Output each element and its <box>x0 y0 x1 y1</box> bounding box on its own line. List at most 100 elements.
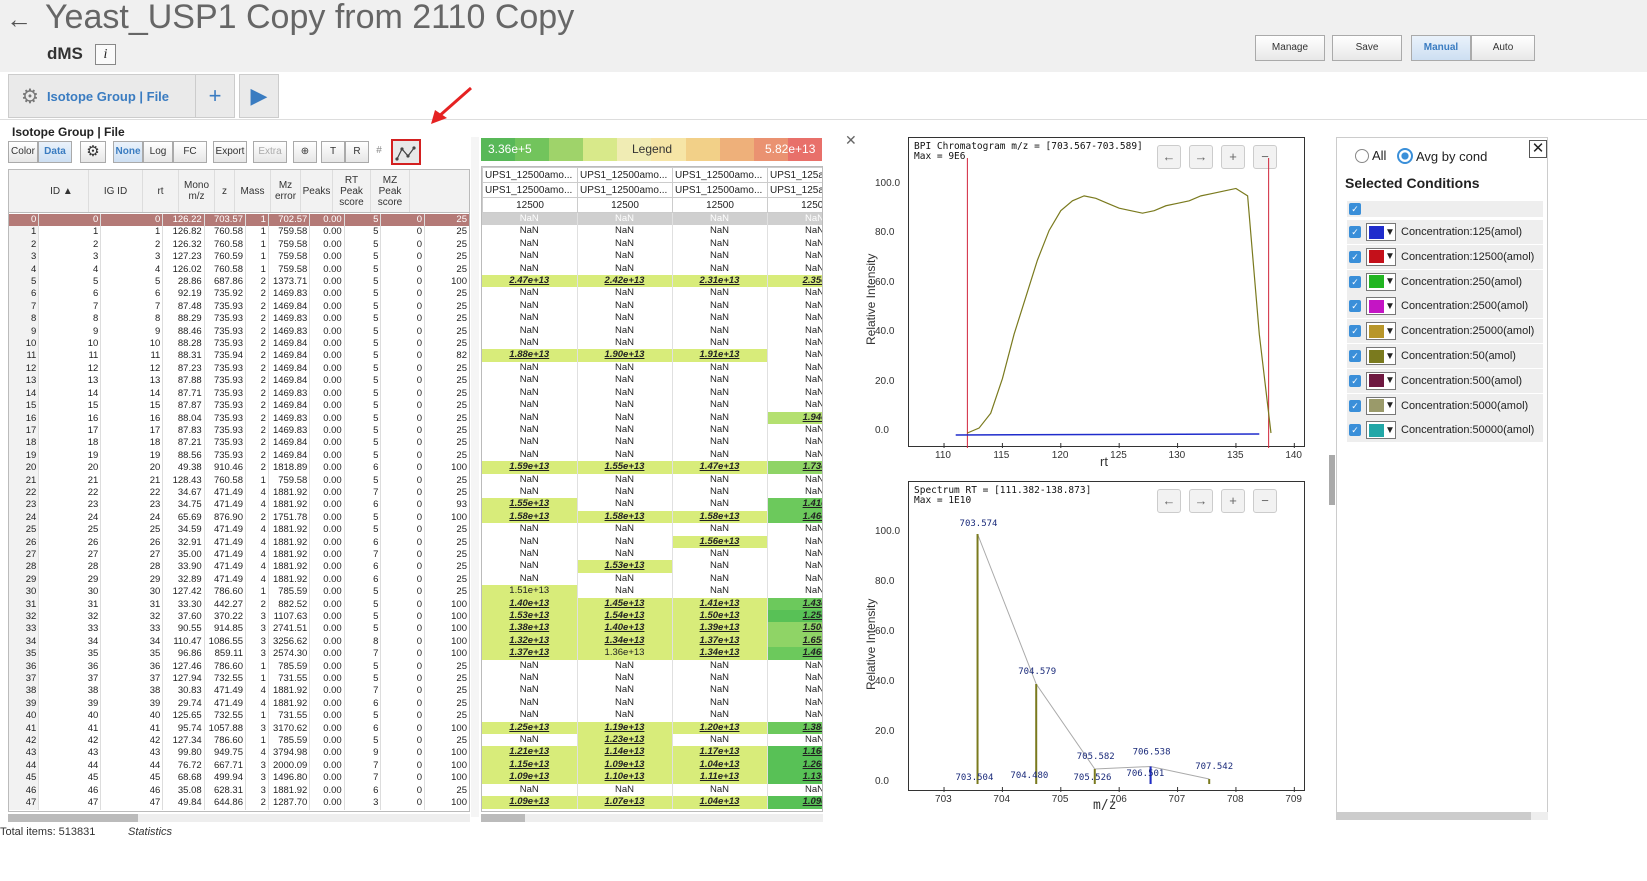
color-swatch[interactable]: ▼ <box>1366 247 1396 266</box>
close-icon[interactable]: ✕ <box>1529 140 1547 158</box>
table-row[interactable]: 44 44 44 76.72 667.71 3 2000.09 0.00 7 0 100 <box>9 759 469 773</box>
condition-item[interactable]: ✓ ▼ Concentration:12500(amol) <box>1347 244 1543 269</box>
table-row[interactable]: 33 33 33 90.55 914.85 3 2741.51 0.00 5 0 100 <box>9 623 469 636</box>
column-header[interactable]: Mono m/z <box>179 170 215 212</box>
statistics-link[interactable]: Statistics <box>128 826 173 838</box>
heatmap-column-header[interactable]: UPS1_12500amo... <box>577 167 673 183</box>
zoom-in-icon[interactable]: + <box>1221 489 1245 513</box>
heatmap-row[interactable]: NaN NaN NaN NaN <box>482 684 822 697</box>
left-arrow-icon[interactable]: ← <box>1157 145 1181 169</box>
heatmap-row[interactable]: NaN NaN NaN NaN <box>482 262 822 276</box>
table-row[interactable]: 5 5 5 28.86 687.86 2 1373.71 0.00 5 0 100 <box>9 276 469 289</box>
table-row[interactable]: 32 32 32 37.60 370.22 3 1107.63 0.00 5 0 100 <box>9 611 469 624</box>
condition-checkbox[interactable]: ✓ <box>1349 226 1361 238</box>
heatmap-column-header[interactable]: 12500 <box>767 197 822 213</box>
color-swatch[interactable]: ▼ <box>1366 371 1396 390</box>
heatmap-row[interactable]: NaN NaN NaN NaN <box>482 399 822 412</box>
table-row[interactable]: 23 23 23 34.75 471.49 4 1881.92 0.00 6 0 93 <box>9 499 469 512</box>
condition-checkbox[interactable]: ✓ <box>1349 300 1361 313</box>
data-toggle[interactable]: Data <box>38 141 72 163</box>
spectrum-plot[interactable]: Spectrum RT = [111.382-138.873] Max = 1E1… <box>908 481 1305 792</box>
heatmap-column-header[interactable]: UPS1_12500amo... <box>672 167 768 183</box>
heatmap-row[interactable]: NaN NaN NaN NaN <box>482 299 822 313</box>
heatmap-row[interactable]: NaN 1.23e+13 NaN NaN <box>482 734 822 747</box>
right-arrow-icon[interactable]: → <box>1189 489 1213 513</box>
heatmap-row[interactable]: NaN NaN NaN NaN <box>482 324 822 338</box>
heatmap-row[interactable]: NaN NaN NaN NaN <box>482 423 822 437</box>
table-row[interactable]: 2 2 2 126.32 760.58 1 759.58 0.00 5 0 25 <box>9 238 469 252</box>
condition-item[interactable]: ✓ ▼ Concentration:50000(amol) <box>1347 418 1543 443</box>
heatmap-row[interactable]: 1.53e+131.54e+131.50e+131.25e <box>482 610 822 623</box>
condition-item[interactable]: ✓ ▼ Concentration:2500(amol) <box>1347 294 1543 319</box>
color-swatch[interactable]: ▼ <box>1366 396 1396 415</box>
close-icon[interactable]: ✕ <box>845 132 857 148</box>
column-header[interactable]: Peaks <box>301 170 333 212</box>
zoom-out-icon[interactable]: − <box>1253 145 1277 169</box>
left-arrow-icon[interactable]: ← <box>1157 489 1181 513</box>
table-row[interactable]: 24 24 24 65.69 876.90 2 1751.78 0.00 5 0 100 <box>9 511 469 525</box>
table-row[interactable]: 20 20 20 49.38 910.46 2 1818.89 0.00 6 0 100 <box>9 462 469 475</box>
column-header[interactable]: MZ Peak score <box>371 170 410 212</box>
condition-checkbox[interactable]: ✓ <box>1349 350 1361 362</box>
heatmap-row[interactable]: NaN NaN NaN NaN <box>482 213 822 226</box>
heatmap-row[interactable]: 1.37e+131.36e+131.34e+131.46e <box>482 647 822 660</box>
table-row[interactable]: 27 27 27 35.00 471.49 4 1881.92 0.00 7 0 25 <box>9 548 469 562</box>
scale-fc-button[interactable]: FC <box>173 141 207 163</box>
condition-item[interactable]: ✓ ▼ Concentration:25000(amol) <box>1347 319 1543 344</box>
condition-checkbox[interactable]: ✓ <box>1349 250 1361 263</box>
heatmap-row[interactable]: 1.58e+131.58e+131.58e+131.46e <box>482 510 822 524</box>
table-row[interactable]: 10 10 10 88.28 735.93 2 1469.84 0.00 5 0 25 <box>9 338 469 351</box>
heatmap-row[interactable]: NaN NaN NaN NaN <box>482 225 822 238</box>
heatmap-row[interactable]: NaN NaN NaN NaN <box>482 485 822 499</box>
add-tab-button[interactable]: + <box>195 74 235 118</box>
condition-checkbox[interactable]: ✓ <box>1349 275 1361 288</box>
condition-checkbox[interactable]: ✓ <box>1349 325 1361 338</box>
table-row[interactable]: 12 12 12 87.23 735.93 2 1469.84 0.00 5 0 25 <box>9 362 469 376</box>
table-row[interactable]: 41 41 41 95.74 1057.88 3 3170.62 0.00 6 0 100 <box>9 722 469 736</box>
grid-icon[interactable]: # <box>376 145 382 156</box>
table-row[interactable]: 11 11 11 88.31 735.94 2 1469.84 0.00 5 0 82 <box>9 350 469 363</box>
heatmap-row[interactable]: NaN NaN NaN NaN <box>482 672 822 685</box>
table-row[interactable]: 36 36 36 127.46 786.60 1 785.59 0.00 5 0 25 <box>9 660 469 674</box>
condition-item[interactable]: ✓ ▼ Concentration:500(amol) <box>1347 368 1543 393</box>
condition-item[interactable]: ✓ ▼ Concentration:50(amol) <box>1347 344 1543 368</box>
column-header[interactable]: z <box>215 170 235 212</box>
table-row[interactable]: 18 18 18 87.21 735.93 2 1469.84 0.00 5 0 25 <box>9 437 469 450</box>
table-row[interactable]: 7 7 7 87.48 735.93 2 1469.84 0.00 5 0 25 <box>9 300 469 314</box>
heatmap-row[interactable]: 1.38e+131.40e+131.39e+131.50e <box>482 622 822 635</box>
heatmap-row[interactable]: NaN 1.53e+13 NaN NaN <box>482 560 822 573</box>
table-row[interactable]: 37 37 37 127.94 732.55 1 731.55 0.00 5 0 25 <box>9 673 469 686</box>
heatmap-column-header[interactable]: 12500 <box>577 197 673 213</box>
table-row[interactable]: 17 17 17 87.83 735.93 2 1469.83 0.00 5 0 25 <box>9 424 469 438</box>
chart-line-icon[interactable] <box>391 139 421 165</box>
chromatogram-plot[interactable]: BPI Chromatogram m/z = [703.567-703.589]… <box>908 137 1305 448</box>
table-row[interactable]: 39 39 39 29.74 471.49 4 1881.92 0.00 6 0 25 <box>9 697 469 711</box>
manage-button[interactable]: Manage <box>1255 35 1325 61</box>
heatmap-row[interactable]: 1.88e+13 1.90e+13 1.91e+13 NaN <box>482 349 822 362</box>
panel-scrollbar[interactable] <box>1329 455 1335 505</box>
table-row[interactable]: 25 25 25 34.59 471.49 4 1881.92 0.00 5 0 25 <box>9 524 469 537</box>
table-row[interactable]: 31 31 31 33.30 442.27 2 882.52 0.00 5 0 100 <box>9 598 469 611</box>
table-row[interactable]: 3 3 3 127.23 760.59 1 759.58 0.00 5 0 25 <box>9 251 469 264</box>
color-swatch[interactable]: ▼ <box>1366 272 1396 291</box>
t-button[interactable]: T <box>321 141 345 163</box>
table-row[interactable]: 35 35 35 96.86 859.11 3 2574.30 0.00 7 0 100 <box>9 648 469 661</box>
heatmap-column-header[interactable]: 12500 <box>672 197 768 213</box>
heatmap-row[interactable]: NaN NaN NaN NaN <box>482 287 822 300</box>
heatmap-column-header[interactable]: 12500 <box>482 197 578 213</box>
scale-log-button[interactable]: Log <box>143 141 173 163</box>
heatmap-column-header[interactable]: UPS1_12500amo... <box>672 182 768 198</box>
column-header[interactable]: IG ID <box>89 170 143 212</box>
condition-item[interactable]: ✓ ▼ Concentration:125(amol) <box>1347 220 1543 244</box>
color-swatch[interactable]: ▼ <box>1366 322 1396 341</box>
heatmap-row[interactable]: NaN NaN NaN NaN <box>482 337 822 350</box>
condition-checkbox[interactable]: ✓ <box>1349 374 1361 387</box>
column-header[interactable]: Mz error <box>271 170 301 212</box>
heatmap-column-header[interactable]: UPS1_12500amo... <box>482 182 578 198</box>
heatmap-row[interactable]: 1.21e+131.14e+131.17e+131.16e <box>482 746 822 759</box>
zoom-out-icon[interactable]: − <box>1253 489 1277 513</box>
right-arrow-icon[interactable]: → <box>1189 145 1213 169</box>
grid-scrollbar[interactable] <box>8 814 470 822</box>
heatmap-row[interactable]: 1.51e+13 NaN NaN NaN <box>482 585 822 598</box>
